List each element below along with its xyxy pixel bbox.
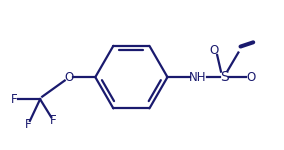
Text: F: F (11, 93, 17, 106)
Text: O: O (64, 71, 74, 84)
Text: O: O (209, 44, 218, 57)
Text: NH: NH (189, 71, 207, 84)
Text: F: F (25, 118, 32, 131)
Text: F: F (50, 114, 57, 127)
Text: S: S (220, 70, 229, 84)
Text: O: O (246, 71, 255, 84)
